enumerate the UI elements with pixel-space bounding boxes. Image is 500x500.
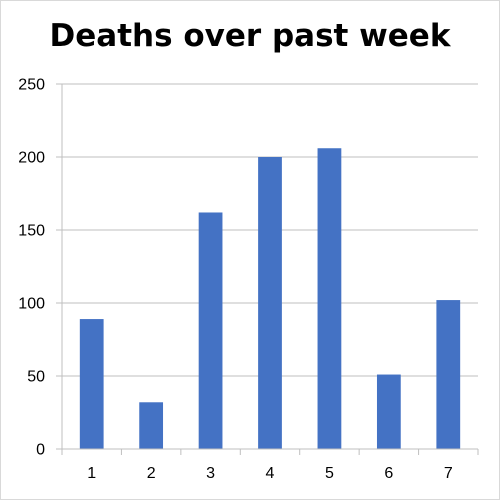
bar-4: [258, 157, 282, 449]
y-tick-label: 250: [18, 77, 45, 94]
y-tick-label: 100: [18, 296, 45, 313]
chart-title: Deaths over past week: [49, 18, 451, 54]
y-tick-label: 0: [36, 442, 45, 459]
x-tick-label: 1: [87, 465, 96, 482]
bar-3: [198, 212, 223, 449]
bar-2: [139, 402, 164, 449]
y-tick-label: 50: [27, 369, 45, 386]
y-tick-label: 150: [18, 223, 45, 240]
x-tick-label: 2: [147, 465, 156, 482]
bar-5: [317, 148, 342, 450]
bar-7: [436, 300, 461, 449]
x-tick-label: 7: [444, 465, 453, 482]
bars: [79, 148, 461, 450]
y-tick-label: 200: [18, 150, 45, 167]
x-tick-label: 4: [266, 465, 275, 482]
x-tick-label: 5: [325, 465, 334, 482]
bar-1: [79, 319, 104, 449]
axes: [56, 83, 479, 455]
x-tick-label: 6: [384, 465, 393, 482]
bar-6: [376, 374, 401, 449]
tick-labels: 0 50 100 150 200 250 1 2 3 4 5 6 7: [18, 77, 453, 483]
x-tick-label: 3: [206, 465, 215, 482]
